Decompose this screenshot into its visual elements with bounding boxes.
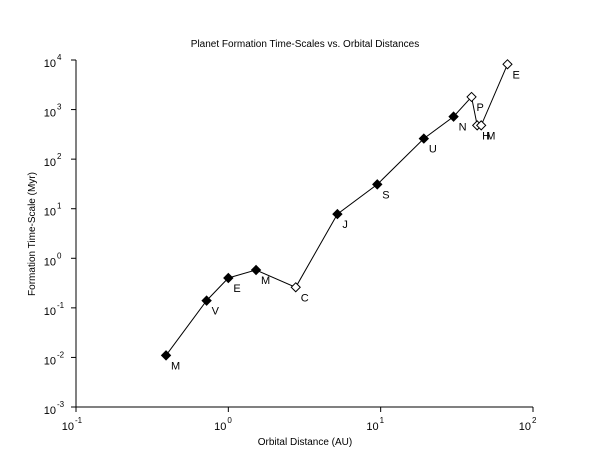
y-tick-exponent: 2 bbox=[57, 152, 62, 161]
x-tick-label: 10 bbox=[366, 421, 378, 433]
y-tick-exponent: -2 bbox=[57, 350, 65, 359]
filled-diamond-marker bbox=[223, 272, 234, 284]
x-tick-exponent: 0 bbox=[227, 416, 232, 425]
filled-diamond-marker bbox=[160, 350, 172, 361]
point-label: N bbox=[459, 122, 467, 134]
x-axis-label: Orbital Distance (AU) bbox=[258, 437, 352, 448]
y-tick-label: 10 bbox=[44, 207, 56, 219]
filled-diamond-marker bbox=[418, 133, 430, 144]
x-tick-label: 10 bbox=[62, 421, 74, 433]
point-label: U bbox=[429, 144, 437, 156]
point-label: M bbox=[261, 275, 270, 287]
open-diamond-marker bbox=[502, 59, 513, 70]
point-label: C bbox=[301, 292, 309, 304]
y-tick-exponent: 3 bbox=[57, 103, 62, 112]
y-tick-label: 10 bbox=[44, 405, 56, 417]
y-tick-exponent: -1 bbox=[57, 301, 65, 310]
y-tick-exponent: 1 bbox=[57, 202, 62, 211]
data-markers bbox=[160, 59, 513, 361]
y-tick-exponent: 4 bbox=[57, 53, 62, 62]
filled-diamond-marker bbox=[332, 208, 343, 220]
x-tick-label: 10 bbox=[214, 421, 226, 433]
x-tick-exponent: 1 bbox=[380, 416, 385, 425]
y-axis-label: Formation Time-Scale (Myr) bbox=[27, 172, 38, 296]
point-label: S bbox=[382, 189, 389, 201]
point-label: P bbox=[477, 102, 484, 114]
point-label: J bbox=[342, 219, 348, 231]
open-diamond-marker bbox=[475, 120, 487, 131]
x-tick-exponent: -1 bbox=[75, 416, 83, 425]
filled-diamond-marker bbox=[448, 111, 459, 122]
point-label: E bbox=[512, 69, 519, 81]
y-tick-exponent: -3 bbox=[57, 400, 65, 409]
point-label: H bbox=[482, 130, 490, 142]
y-tick-label: 10 bbox=[44, 306, 56, 318]
point-label: E bbox=[233, 283, 240, 295]
y-tick-exponent: 0 bbox=[57, 251, 62, 260]
chart-title: Planet Formation Time-Scales vs. Orbital… bbox=[191, 39, 419, 50]
filled-diamond-marker bbox=[250, 264, 262, 276]
point-label: V bbox=[212, 306, 220, 318]
point-label: M bbox=[171, 360, 180, 372]
filled-diamond-marker bbox=[372, 179, 383, 190]
open-diamond-marker bbox=[466, 91, 477, 103]
point-label: M bbox=[486, 130, 495, 142]
filled-diamond-marker bbox=[201, 295, 212, 306]
y-tick-label: 10 bbox=[44, 355, 56, 367]
y-tick-label: 10 bbox=[44, 256, 56, 268]
y-tick-label: 10 bbox=[44, 108, 56, 120]
x-tick-label: 10 bbox=[519, 421, 531, 433]
open-diamond-marker bbox=[290, 282, 301, 293]
y-tick-label: 10 bbox=[44, 157, 56, 169]
y-tick-label: 10 bbox=[44, 58, 56, 70]
x-tick-exponent: 2 bbox=[532, 416, 537, 425]
